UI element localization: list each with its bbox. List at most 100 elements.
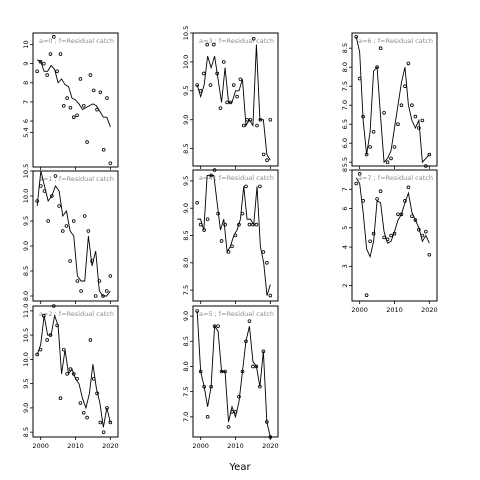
data-point — [91, 88, 96, 93]
y-tick-label: 8 — [22, 81, 30, 85]
panel-7: a=7 ; f=Residual catch 2 3 4 5 6 7 8 2000 2010 202… — [341, 168, 438, 314]
data-point — [205, 217, 210, 221]
panel-3: a=3 ; f=Residual catch 8.5 9.0 9.5 10.0 10.5 — [182, 26, 279, 169]
data-point — [45, 73, 49, 77]
data-point — [46, 219, 50, 223]
data-point — [261, 152, 266, 157]
data-point — [226, 250, 231, 254]
data-point — [354, 181, 358, 186]
data-point — [258, 184, 262, 189]
data-point — [251, 364, 255, 369]
data-point — [216, 324, 220, 328]
data-point — [265, 158, 269, 163]
data-point — [413, 218, 418, 222]
data-point — [81, 410, 86, 415]
y-tick-label: 10.0 — [22, 352, 30, 366]
y-tick-label: 2 — [341, 284, 349, 288]
data-point — [82, 214, 87, 218]
panel-frame — [351, 32, 438, 167]
data-point — [90, 259, 94, 263]
panel-5: a=5 ; f=Residual catch 7.0 7.5 8.0 8.5 9.0 200… — [182, 305, 279, 450]
panel-0: a=0 ; f=Residual catch 5.4 6 7 8 9 10 — [22, 32, 119, 170]
y-tick-label: 6 — [341, 206, 349, 210]
data-point — [385, 237, 390, 242]
y-tick-label: 8.5 — [22, 427, 30, 437]
panel-label: a=6 ; f=Residual catch — [358, 37, 433, 45]
data-point — [50, 194, 54, 198]
data-point — [231, 83, 236, 87]
data-point — [68, 367, 73, 371]
y-tick-label: 10.5 — [182, 26, 190, 40]
data-point — [195, 309, 199, 313]
data-point — [205, 42, 209, 47]
data-point — [202, 228, 206, 232]
data-point — [248, 117, 253, 122]
data-point — [399, 212, 404, 217]
panel-2: a=2 ; f=Residual catch 8.5 9.0 9.5 10.0 10.5 1… — [22, 304, 119, 450]
data-point — [361, 199, 365, 203]
data-point — [48, 52, 53, 56]
data-point — [385, 160, 390, 165]
data-point — [364, 293, 369, 298]
y-tick-label: 6 — [22, 119, 30, 123]
data-point — [38, 347, 43, 352]
data-point — [226, 425, 231, 429]
data-point — [247, 222, 252, 227]
data-point — [88, 338, 93, 342]
x-tick-label: 2000 — [192, 442, 209, 450]
data-point — [68, 259, 72, 263]
data-point — [254, 222, 259, 227]
data-point — [241, 123, 246, 128]
y-tick-label: 7 — [341, 187, 349, 191]
y-tick-label: 5.4 — [22, 127, 30, 137]
panel-label: a=1 ; f=Residual catch — [39, 175, 114, 183]
data-point — [223, 222, 227, 227]
data-point — [382, 111, 386, 115]
panel-1: a=1 ; f=Residual catch 8.0 8.5 9.0 9.5 10.0 10… — [22, 164, 119, 304]
panel-frame — [192, 32, 279, 167]
data-point — [85, 415, 89, 420]
data-point — [101, 147, 106, 152]
data-point — [399, 103, 404, 107]
data-point — [410, 103, 414, 107]
y-tick-label: 8 — [341, 168, 349, 172]
data-point — [230, 410, 234, 414]
data-point — [38, 59, 43, 64]
data-point — [42, 61, 46, 66]
data-point — [233, 233, 238, 238]
data-point — [68, 105, 73, 110]
data-point — [61, 103, 66, 108]
x-tick-label: 2020 — [102, 442, 119, 450]
data-point — [230, 244, 234, 249]
data-point — [392, 231, 397, 236]
data-point — [427, 152, 432, 157]
y-tick-label: 8.0 — [341, 62, 349, 72]
data-point — [218, 106, 223, 110]
data-point — [202, 384, 206, 389]
data-point — [35, 69, 39, 74]
data-point — [258, 117, 263, 122]
data-point — [389, 156, 393, 161]
data-point — [424, 164, 428, 168]
data-point — [420, 233, 425, 238]
data-point — [244, 184, 248, 189]
data-point — [105, 406, 109, 410]
data-point — [240, 211, 245, 216]
y-tick-label: 10.5 — [22, 328, 30, 342]
y-tick-label: 10 — [22, 40, 30, 48]
panel-label: a=5 ; f=Residual catch — [199, 310, 274, 318]
data-point — [75, 376, 79, 381]
y-tick-label: 9.0 — [182, 203, 190, 213]
data-point — [71, 372, 76, 376]
data-point — [45, 338, 49, 342]
data-point — [268, 117, 273, 122]
data-point — [209, 384, 213, 389]
fitted-line — [355, 36, 430, 164]
data-point — [212, 324, 217, 328]
data-point — [354, 34, 358, 39]
data-point — [198, 369, 203, 374]
x-axis-title: Year — [228, 462, 251, 473]
y-tick-label: 8.5 — [341, 43, 349, 53]
data-point — [216, 211, 220, 216]
data-point — [237, 222, 241, 227]
